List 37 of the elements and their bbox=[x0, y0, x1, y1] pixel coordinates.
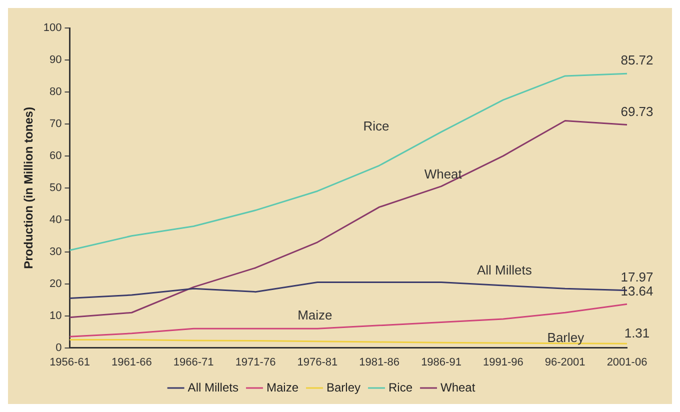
x-tick-label: 1961-66 bbox=[111, 356, 152, 368]
y-tick-label: 30 bbox=[50, 246, 62, 258]
x-tick-label: 1966-71 bbox=[173, 356, 214, 368]
data-label: 69.73 bbox=[620, 104, 654, 119]
x-tick-label: 1986-91 bbox=[421, 356, 462, 368]
annotation: Rice bbox=[363, 118, 390, 134]
legend-label: Wheat bbox=[440, 380, 476, 394]
data-label: 13.64 bbox=[620, 283, 654, 298]
x-tick-label: 1956-61 bbox=[50, 356, 90, 368]
y-tick-label: 40 bbox=[50, 214, 62, 226]
y-tick-label: 100 bbox=[43, 22, 62, 34]
y-tick-label: 90 bbox=[50, 54, 62, 66]
y-tick-label: 80 bbox=[50, 86, 62, 98]
x-tick-label: 1976-81 bbox=[297, 356, 338, 368]
x-tick-label: 1981-86 bbox=[359, 356, 400, 368]
data-label: 1.31 bbox=[624, 326, 650, 341]
x-tick-label: 96-2001 bbox=[544, 356, 586, 368]
y-tick-label: 0 bbox=[56, 342, 62, 354]
y-tick-label: 70 bbox=[50, 118, 62, 130]
y-tick-label: 50 bbox=[50, 182, 62, 194]
annotation: Wheat bbox=[424, 166, 462, 182]
annotation: Maize bbox=[298, 307, 332, 322]
legend-label: Barley bbox=[326, 380, 361, 394]
x-tick-label: 1991-96 bbox=[482, 356, 524, 368]
x-tick-label: 2001-06 bbox=[606, 356, 648, 368]
annotation: All Millets bbox=[476, 262, 532, 278]
y-tick-label: 10 bbox=[50, 310, 62, 322]
legend-label: All Millets bbox=[188, 380, 238, 394]
y-tick-label: 20 bbox=[50, 278, 62, 290]
legend-label: Rice bbox=[388, 380, 413, 394]
annotation: Barley bbox=[547, 330, 585, 345]
data-label: 85.72 bbox=[620, 52, 654, 68]
y-tick-label: 60 bbox=[50, 150, 62, 162]
y-axis-title: Production (in Million tones) bbox=[22, 106, 36, 269]
x-tick-label: 1971-76 bbox=[235, 356, 276, 368]
data-label: 17.97 bbox=[620, 269, 654, 284]
legend-label: Maize bbox=[266, 380, 299, 394]
